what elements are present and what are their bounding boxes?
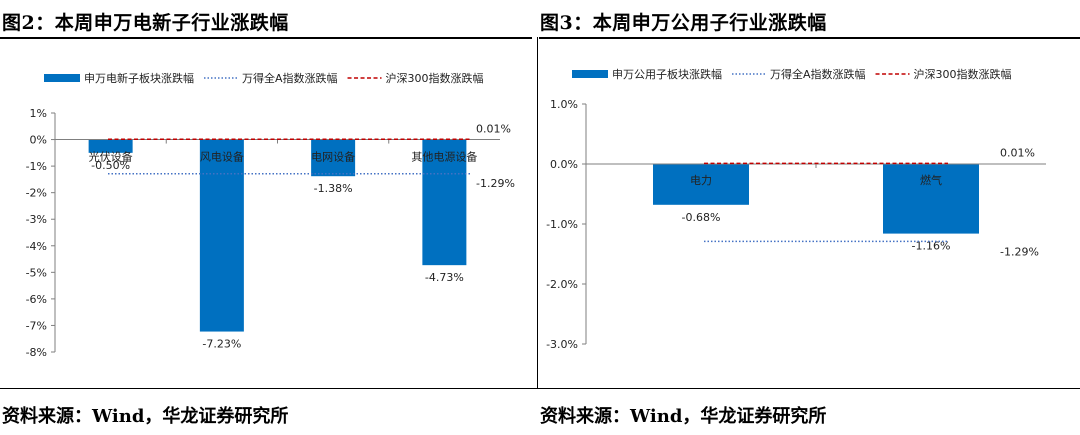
bar (88, 139, 133, 153)
y-tick-label: -2.0% (546, 278, 578, 291)
y-tick-label: -3.0% (546, 338, 578, 351)
y-tick-label: 1% (30, 107, 47, 120)
y-tick-label: -7% (26, 319, 47, 332)
chart-panel-utility: 图3：本周申万公用子行业涨跌幅 申万公用子板块涨跌幅 万得全A指数涨跌幅 沪深300… (538, 0, 1080, 435)
y-tick-label: -4% (26, 240, 47, 253)
chart-source: 资料来源：Wind，华龙证券研究所 (540, 406, 827, 427)
reference-line-label: -1.29% (1000, 245, 1039, 258)
y-tick-label: 0.0% (550, 158, 578, 171)
category-label: 风电设备 (200, 150, 244, 164)
reference-line-label: -1.29% (476, 177, 515, 190)
y-tick-label: 0% (30, 134, 47, 147)
y-tick-label: -8% (26, 346, 47, 359)
reference-line-label: 0.01% (1000, 146, 1035, 159)
y-tick-label: 1.0% (550, 98, 578, 111)
legend-dotted-label: 万得全A指数涨跌幅 (242, 71, 338, 85)
y-tick-label: -5% (26, 266, 47, 279)
legend-bar-label: 申万电新子板块涨跌幅 (84, 71, 194, 85)
chart-title: 图2：本周申万电新子行业涨跌幅 (2, 12, 289, 34)
chart-panel-electric: 图2：本周申万电新子行业涨跌幅 申万电新子板块涨跌幅 万得全A指数涨跌幅 沪深300… (0, 0, 537, 435)
value-label: -1.16% (912, 240, 951, 253)
title-rule-right (539, 37, 1080, 39)
legend-dashed-label: 沪深300指数涨跌幅 (386, 71, 484, 85)
category-label: 电网设备 (311, 150, 355, 164)
utility-chart-svg: 申万公用子板块涨跌幅 万得全A指数涨跌幅 沪深300指数涨跌幅 1.0% 0.0% -1.… (546, 67, 1046, 351)
legend-dashed-label: 沪深300指数涨跌幅 (914, 67, 1012, 81)
y-tick-label: -1% (26, 160, 47, 173)
category-label: 其他电源设备 (411, 150, 477, 164)
reference-line-label: 0.01% (476, 122, 511, 135)
y-tick-label: -2% (26, 187, 47, 200)
source-rule (0, 388, 1080, 389)
title-rule-left (0, 37, 532, 39)
y-tick-label: -6% (26, 293, 47, 306)
bar (422, 139, 467, 266)
legend-bar-swatch (572, 70, 608, 78)
bar (311, 139, 356, 177)
value-label: -1.38% (314, 182, 353, 195)
bar (653, 164, 749, 205)
bar (883, 164, 979, 234)
category-label: 燃气 (920, 173, 942, 187)
y-tick-label: -1.0% (546, 218, 578, 231)
bar (199, 139, 244, 332)
panel-divider (537, 37, 538, 389)
category-label: 光伏设备 (89, 150, 133, 164)
electric-chart-svg: 申万电新子板块涨跌幅 万得全A指数涨跌幅 沪深300指数涨跌幅 1% 0% -1% -2% -… (26, 71, 515, 359)
y-tick-label: -3% (26, 213, 47, 226)
legend-dotted-label: 万得全A指数涨跌幅 (770, 67, 866, 81)
legend-bar-label: 申万公用子板块涨跌幅 (612, 67, 722, 81)
category-label: 电力 (690, 174, 712, 187)
value-label: -4.73% (425, 271, 464, 284)
value-label: -0.68% (682, 211, 721, 224)
value-label: -0.50% (91, 159, 130, 172)
chart-title: 图3：本周申万公用子行业涨跌幅 (540, 12, 827, 34)
legend-bar-swatch (44, 74, 80, 82)
chart-source: 资料来源：Wind，华龙证券研究所 (2, 406, 289, 427)
value-label: -7.23% (202, 338, 241, 351)
